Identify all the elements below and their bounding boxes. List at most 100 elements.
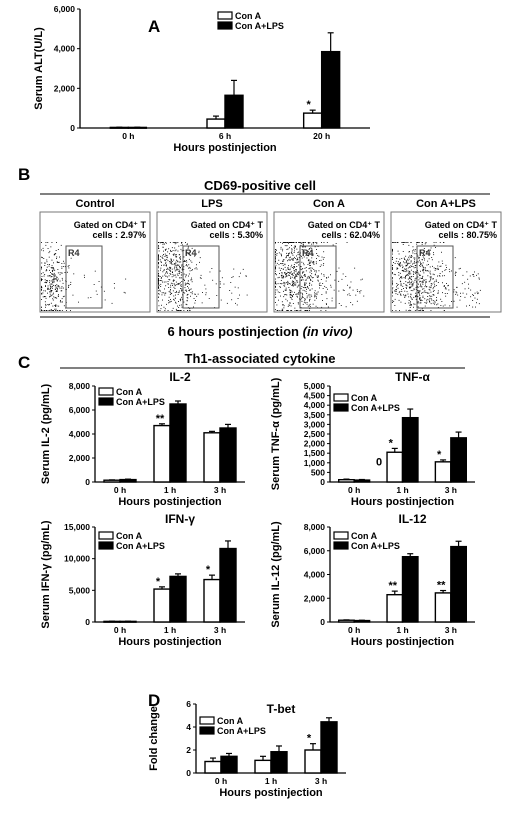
percent-positive: cells : 5.30% [209,230,263,240]
y-tick-label: 500 [311,467,325,477]
bar-con-a-lps [220,755,238,774]
legend-swatch-con-a-lps [199,726,215,735]
bar-con-a-lps [320,50,341,129]
y-tick-label: 3,000 [304,419,326,429]
x-axis-label: Hours postinjection [351,636,455,648]
chart-tnf-alpha: 05001,0001,5002,0002,5003,0003,5004,0004… [270,370,475,508]
extra-label: 0 [376,457,382,469]
legend-swatch-con-a-lps [98,397,114,406]
panel-b-label: B [18,165,30,184]
flow-panel-title: LPS [201,198,222,210]
x-tick-label: 20 h [313,131,330,141]
panel-b-footer-main: 6 hours postinjection [168,324,300,339]
legend-label-con-a: Con A [235,11,262,21]
y-tick-label: 6,000 [54,4,76,14]
x-tick-label: 0 h [114,625,126,635]
chart-serum-alt: 0 2,000 4,000 6,000 Serum ALT(U/L) 0 h 6 h 20 h… [33,4,370,154]
significance-marker: * [307,733,312,745]
chart-title: IL-12 [398,512,426,526]
y-tick-label: 0 [186,768,191,778]
gate-r4 [65,245,103,309]
bar-con-a [103,479,121,483]
percent-positive: cells : 2.97% [92,230,146,240]
y-tick-label: 6,000 [304,546,326,556]
significance-marker: * [156,576,161,588]
y-axis-label: Serum TNF-α (pg/mL) [270,377,282,490]
y-tick-label: 0 [320,617,325,627]
y-tick-label: 0 [85,617,90,627]
x-tick-label: 3 h [214,485,226,495]
y-tick-label: 1,500 [304,448,326,458]
panel-c-label: C [18,353,30,372]
gate-description: Gated on CD4⁺ T [74,220,147,230]
chart-title: T-bet [267,702,296,716]
bar-con-a [302,112,323,129]
y-tick-label: 5,000 [304,381,326,391]
legend-label-con-a: Con A [351,531,378,541]
legend-swatch-con-a-lps [217,21,233,30]
legend-label-con-a-lps: Con A+LPS [351,541,400,551]
y-tick-label: 2,000 [304,439,326,449]
significance-marker: * [389,437,394,449]
legend-label-con-a: Con A [116,531,143,541]
gate-r4 [299,245,337,309]
y-tick-label: 8,000 [69,381,91,391]
gate-label: R4 [185,248,197,258]
x-tick-label: 1 h [396,485,408,495]
bar-con-a-lps [450,545,468,623]
legend-swatch-con-a-lps [333,403,349,412]
bar-con-a-lps [119,620,137,623]
gate-label: R4 [68,248,80,258]
y-tick-label: 0 [70,123,75,133]
x-axis-label: Hours postinjection [219,787,323,799]
legend-swatch-con-a [98,387,114,396]
y-tick-label: 4,000 [54,44,76,54]
y-tick-label: 4,000 [69,429,91,439]
y-tick-label: 10,000 [64,554,90,564]
legend-swatch-con-a-lps [333,541,349,550]
x-axis-label: Hours postinjection [351,496,455,508]
chart-ifn-gamma: 0 5,000 10,000 15,000 Serum IFN-γ (pg/mL) 0 h… [40,512,245,648]
y-axis-label: Serum ALT(U/L) [33,27,45,110]
x-tick-label: 1 h [164,485,176,495]
bar-con-a-lps [169,575,187,623]
legend-label-con-a-lps: Con A+LPS [217,726,266,736]
bar-con-a [338,619,355,623]
bar-con-a [153,588,171,623]
significance-marker: ** [437,580,446,592]
chart-title: IFN-γ [165,512,195,526]
flow-panel-title: Control [75,198,114,210]
y-axis-label: Serum IL-12 (pg/mL) [270,521,282,628]
chart-title: TNF-α [395,370,430,384]
bar-con-a [103,620,121,623]
panel-a-label: A [148,17,160,36]
legend-label-con-a-lps: Con A+LPS [235,21,284,31]
x-tick-label: 6 h [219,131,231,141]
bar-con-a [109,126,130,129]
x-tick-label: 0 h [348,625,360,635]
flow-dots [275,242,365,311]
flow-dots [41,242,127,311]
x-tick-label: 0 h [122,131,134,141]
x-tick-label: 1 h [265,776,277,786]
bar-con-a [434,461,452,483]
legend-swatch-con-a [199,716,215,725]
flow-plot-frame [390,211,502,313]
chart-il2: 0 2,000 4,000 6,000 8,000 Serum IL-2 (pg/mL) 0… [40,370,245,508]
gate-label: R4 [419,248,431,258]
bar-con-a-lps [224,94,244,129]
bar-con-a-lps [401,416,419,483]
x-tick-label: 0 h [215,776,227,786]
significance-marker: ** [388,580,397,592]
significance-marker: * [307,99,312,111]
legend-swatch-con-a-lps [98,541,114,550]
bar-con-a [338,478,355,483]
x-tick-label: 3 h [445,625,457,635]
bar-con-a [386,593,404,623]
legend-label-con-a: Con A [116,387,143,397]
significance-marker: * [437,449,442,461]
